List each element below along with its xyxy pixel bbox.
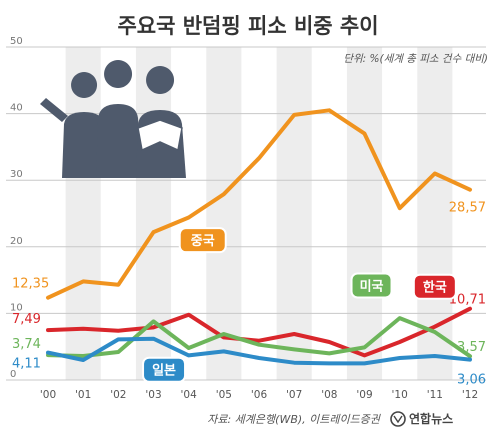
x-tick-label: '09 bbox=[356, 389, 372, 401]
x-tick-label: '00 bbox=[40, 389, 56, 401]
badge-background bbox=[412, 273, 457, 300]
end-value-label: 10,71 bbox=[449, 293, 486, 308]
x-tick-label: '07 bbox=[286, 389, 302, 401]
end-value-label: 3,06 bbox=[457, 373, 486, 388]
series-badge-1: 한국 bbox=[412, 273, 457, 300]
x-tick-label: '05 bbox=[216, 389, 232, 401]
value-labels: 12,35 28,57 7,49 10,71 3,74 3,57 4,11 3,06 bbox=[12, 201, 486, 388]
badge-label: 미국 bbox=[360, 279, 384, 295]
y-tick-label: 40 bbox=[10, 103, 23, 114]
x-tick-label: '11 bbox=[427, 389, 443, 401]
chart-title: 주요국 반덤핑 피소 비중 추이 bbox=[117, 14, 378, 38]
x-tick-label: '06 bbox=[251, 389, 268, 401]
brand-logo-icon bbox=[390, 411, 406, 427]
source-note: 자료: 세계은행(WB), 이트레이드증권 bbox=[207, 413, 382, 426]
badge-label: 일본 bbox=[152, 364, 176, 379]
badge-label: 중국 bbox=[191, 234, 215, 249]
series-badge-2: 미국 bbox=[350, 272, 393, 299]
background-bands bbox=[65, 47, 453, 380]
y-axis-ticks: 0 10 20 30 40 50 bbox=[10, 36, 23, 380]
person-3-head bbox=[146, 66, 175, 94]
person-2-body bbox=[96, 104, 142, 178]
band-5 bbox=[206, 47, 242, 380]
badge-label: 한국 bbox=[423, 280, 447, 296]
gridlines bbox=[6, 46, 486, 381]
end-value-label: 3,57 bbox=[457, 340, 486, 355]
y-tick-label: 10 bbox=[10, 302, 23, 313]
band-9 bbox=[346, 47, 383, 380]
start-value-label: 7,49 bbox=[12, 312, 41, 327]
x-tick-label: '03 bbox=[145, 389, 161, 401]
y-tick-label: 20 bbox=[10, 236, 23, 247]
y-tick-label: 50 bbox=[10, 36, 23, 47]
badge-background bbox=[350, 272, 393, 299]
x-tick-label: '02 bbox=[110, 389, 126, 401]
series-badge-3: 일본 bbox=[142, 356, 187, 383]
start-value-label: 4,11 bbox=[12, 357, 41, 372]
x-tick-label: '08 bbox=[321, 389, 337, 401]
badge-background bbox=[142, 356, 187, 383]
band-1 bbox=[65, 47, 101, 380]
badge-background bbox=[178, 227, 227, 254]
y-tick-label: 30 bbox=[10, 169, 23, 180]
series-line-1 bbox=[46, 306, 472, 358]
brand-name: 연합뉴스 bbox=[409, 411, 453, 426]
unit-note: 단위: %(세계 총 피소 건수 대비) bbox=[343, 53, 488, 65]
end-value-label: 28,57 bbox=[449, 201, 486, 216]
x-tick-label: '10 bbox=[392, 389, 408, 401]
x-axis-ticks: '00 '01 '02 '03 '04 '05 '06 '07 '08 '09 '10 '11 '12 bbox=[40, 389, 478, 401]
person-1-head bbox=[71, 72, 98, 98]
start-value-label: 12,35 bbox=[12, 277, 49, 292]
brand-logo-mark bbox=[393, 415, 403, 424]
x-tick-label: '01 bbox=[75, 389, 91, 401]
start-value-label: 3,74 bbox=[12, 337, 41, 352]
series-badge-0: 중국 bbox=[178, 227, 227, 254]
x-tick-label: '12 bbox=[462, 389, 478, 401]
document-icon bbox=[137, 119, 183, 152]
series-lines bbox=[46, 108, 472, 366]
brand-logo: 연합뉴스 bbox=[390, 411, 453, 427]
person-1-arm bbox=[40, 98, 68, 122]
person-1-body bbox=[62, 112, 108, 178]
y-tick-label: 0 bbox=[10, 369, 16, 380]
band-7 bbox=[276, 47, 312, 380]
person-2-head bbox=[104, 60, 133, 88]
business-people-illustration bbox=[40, 60, 186, 178]
x-tick-label: '04 bbox=[181, 389, 198, 401]
